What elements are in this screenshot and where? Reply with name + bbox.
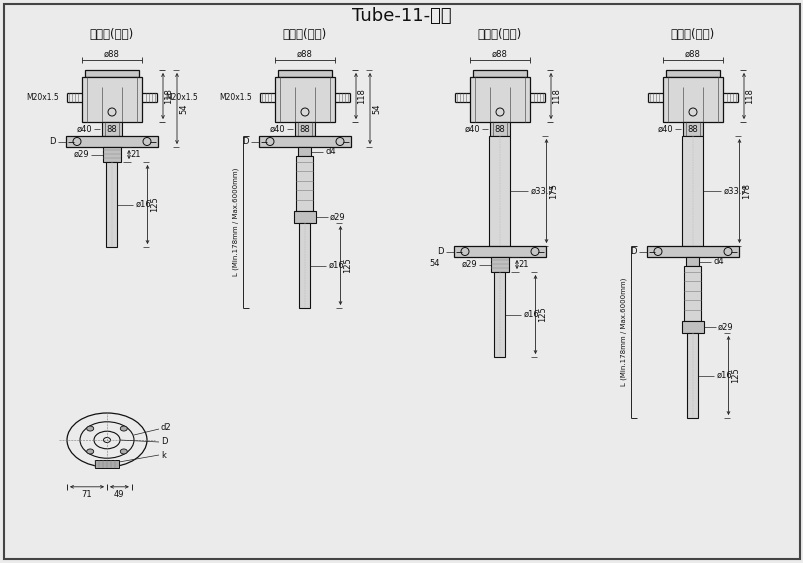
- Text: 加长型(常温): 加长型(常温): [283, 29, 327, 42]
- Text: L (Min.178mm / Max.6000mm): L (Min.178mm / Max.6000mm): [232, 168, 238, 276]
- Text: 175: 175: [548, 183, 557, 199]
- Text: 125: 125: [537, 307, 546, 323]
- Text: 118: 118: [744, 88, 753, 104]
- Text: d4: d4: [712, 257, 724, 266]
- Text: ø88: ø88: [684, 50, 700, 59]
- Bar: [278, 70, 332, 77]
- Bar: [489, 136, 510, 246]
- Bar: [259, 136, 351, 147]
- Text: 54: 54: [429, 258, 439, 267]
- Bar: [95, 460, 119, 468]
- Ellipse shape: [120, 426, 127, 431]
- Text: 21: 21: [518, 260, 528, 269]
- Text: 125: 125: [343, 258, 352, 274]
- Bar: [294, 211, 316, 223]
- Bar: [102, 122, 122, 136]
- Text: 54: 54: [372, 103, 381, 114]
- Text: 88: 88: [687, 124, 698, 133]
- Bar: [489, 122, 509, 136]
- Text: 118: 118: [357, 88, 366, 104]
- Bar: [687, 333, 698, 418]
- Text: ø16: ø16: [523, 310, 539, 319]
- Text: ø29: ø29: [717, 323, 732, 332]
- Text: d4: d4: [325, 147, 336, 156]
- Text: ø88: ø88: [104, 50, 120, 59]
- Text: D: D: [243, 137, 249, 146]
- Bar: [681, 321, 703, 333]
- Text: 118: 118: [552, 88, 560, 104]
- Text: d2: d2: [161, 423, 171, 432]
- Text: ø33.7: ø33.7: [723, 186, 747, 195]
- Bar: [66, 136, 158, 147]
- Text: 标准型(常温): 标准型(常温): [90, 29, 134, 42]
- Text: M20x1.5: M20x1.5: [26, 93, 59, 102]
- Bar: [491, 257, 508, 272]
- Text: ø29: ø29: [461, 260, 476, 269]
- Bar: [683, 122, 702, 136]
- Bar: [494, 272, 505, 357]
- Text: 178: 178: [741, 183, 750, 199]
- Text: ø40: ø40: [269, 124, 284, 133]
- Text: ø16: ø16: [328, 261, 344, 270]
- Text: ø16: ø16: [136, 200, 151, 209]
- Text: Tube-11-法兰: Tube-11-法兰: [352, 7, 451, 25]
- Text: 125: 125: [150, 196, 159, 212]
- Text: D: D: [50, 137, 56, 146]
- Text: M20x1.5: M20x1.5: [219, 93, 251, 102]
- Bar: [298, 147, 311, 156]
- Bar: [300, 223, 310, 308]
- Bar: [646, 246, 738, 257]
- Text: 49: 49: [113, 490, 124, 499]
- Text: 88: 88: [107, 124, 117, 133]
- Bar: [472, 70, 526, 77]
- Text: ø29: ø29: [73, 150, 89, 159]
- Text: 54: 54: [179, 103, 188, 114]
- Bar: [82, 77, 142, 122]
- Text: ø88: ø88: [296, 50, 312, 59]
- Text: ø40: ø40: [657, 124, 672, 133]
- Text: M20x1.5: M20x1.5: [165, 93, 198, 102]
- Ellipse shape: [120, 449, 127, 454]
- Ellipse shape: [87, 426, 94, 431]
- Bar: [686, 257, 699, 266]
- Bar: [454, 246, 545, 257]
- Text: 加长型(高温): 加长型(高温): [670, 29, 714, 42]
- Bar: [470, 77, 529, 122]
- Text: 118: 118: [165, 88, 173, 104]
- Bar: [665, 70, 719, 77]
- Bar: [683, 266, 701, 321]
- Text: 88: 88: [494, 124, 505, 133]
- Text: L (Min.178mm / Max.6000mm): L (Min.178mm / Max.6000mm): [620, 278, 626, 386]
- Ellipse shape: [87, 449, 94, 454]
- Text: 标准型(高温): 标准型(高温): [477, 29, 521, 42]
- Text: ø40: ø40: [76, 124, 92, 133]
- Text: ø40: ø40: [464, 124, 479, 133]
- Bar: [662, 77, 722, 122]
- Text: 71: 71: [82, 490, 92, 499]
- Text: ø33.7: ø33.7: [530, 186, 554, 195]
- Text: ø16: ø16: [715, 371, 732, 380]
- Text: 88: 88: [300, 124, 310, 133]
- Bar: [295, 122, 315, 136]
- Bar: [103, 147, 120, 162]
- Bar: [682, 136, 703, 246]
- Bar: [85, 70, 139, 77]
- Text: 21: 21: [131, 150, 141, 159]
- Bar: [106, 162, 117, 247]
- Bar: [296, 156, 313, 211]
- Bar: [275, 77, 335, 122]
- Text: D: D: [437, 247, 443, 256]
- Text: D: D: [630, 247, 636, 256]
- Text: D: D: [161, 437, 167, 446]
- Text: 125: 125: [730, 368, 739, 383]
- Text: k: k: [161, 450, 165, 459]
- Text: ø29: ø29: [329, 212, 345, 221]
- Text: ø88: ø88: [491, 50, 507, 59]
